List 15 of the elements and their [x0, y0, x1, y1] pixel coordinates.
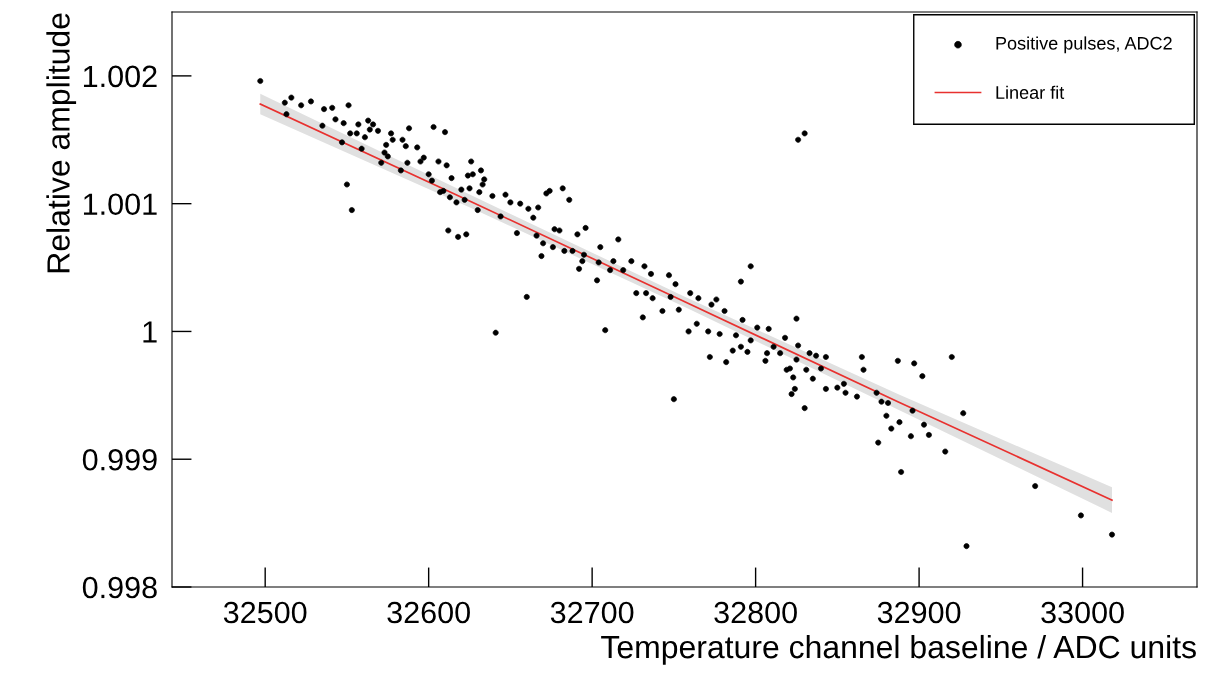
y-axis-title: Relative amplitude [46, 13, 77, 273]
y-tick-label: 0.999 [82, 448, 157, 471]
y-tick-label: 0.998 [82, 576, 157, 599]
legend-label: Linear fit [996, 85, 1065, 99]
x-tick-label: 32600 [387, 601, 470, 624]
y-tick-label: 1 [143, 321, 157, 343]
legend-label: Positive pulses, ADC2 [996, 36, 1172, 54]
y-tick-label: 1.001 [83, 193, 157, 216]
y-tick-label: 1.002 [83, 65, 157, 88]
x-axis-title: Temperature channel baseline / ADC units [601, 634, 1196, 665]
x-tick-label: 32800 [714, 601, 797, 624]
x-tick-label: 33000 [1041, 601, 1124, 624]
x-tick-label: 32500 [223, 601, 307, 624]
x-tick-label: 32700 [550, 601, 634, 624]
x-tick-label: 32900 [877, 601, 961, 624]
